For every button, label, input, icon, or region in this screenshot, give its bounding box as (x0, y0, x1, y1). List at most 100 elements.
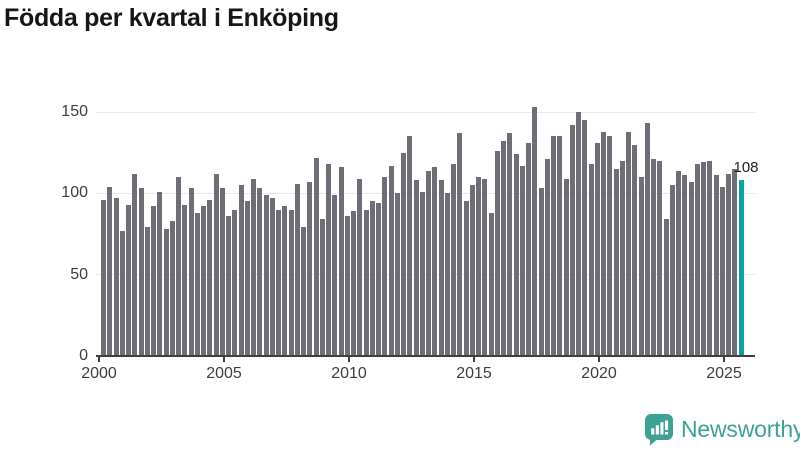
bar (594, 142, 600, 356)
x-axis-label-2000: 2000 (81, 365, 117, 382)
bar (607, 136, 613, 356)
bar (394, 193, 400, 356)
bar (419, 191, 425, 356)
bar (232, 209, 238, 356)
x-tick-2005 (223, 357, 225, 362)
bar (663, 219, 669, 356)
bar (669, 185, 675, 356)
x-axis-label-2020: 2020 (581, 365, 617, 382)
bar (363, 209, 369, 356)
bar (288, 209, 294, 356)
bar (694, 164, 700, 356)
bar (319, 219, 325, 356)
bar (132, 173, 138, 356)
bar (651, 159, 656, 356)
y-axis-label-100: 100 (61, 184, 88, 202)
bar (382, 177, 388, 356)
bar (676, 170, 681, 356)
bar (426, 170, 431, 356)
y-axis-label-150: 150 (61, 103, 88, 120)
x-axis-label-2025: 2025 (706, 365, 742, 382)
bar (251, 178, 256, 356)
bar (107, 186, 113, 356)
bar (519, 165, 525, 356)
y-axis-label-50: 50 (70, 265, 88, 283)
bar (726, 173, 731, 356)
bar (619, 160, 625, 356)
bar (238, 185, 244, 356)
bar (638, 177, 644, 356)
bar (701, 162, 706, 356)
bar (432, 167, 438, 356)
bar (632, 144, 638, 356)
bar (688, 181, 694, 356)
bar (144, 227, 150, 356)
bar (213, 173, 219, 356)
bar (257, 188, 263, 356)
bar (507, 133, 513, 356)
x-axis-label-2010: 2010 (331, 365, 367, 382)
bar (569, 125, 575, 356)
bar (176, 177, 181, 356)
bar (344, 216, 350, 356)
chart-title: Födda per kvartal i Enköping (4, 4, 339, 32)
x-tick-2020 (598, 357, 600, 362)
bar (138, 188, 144, 356)
bar (376, 203, 381, 356)
gridline-50 (96, 274, 755, 276)
bar (557, 136, 563, 356)
bar (244, 201, 250, 356)
newsworthy-bubble-icon (645, 414, 673, 446)
bar (457, 133, 463, 356)
bar (307, 181, 313, 356)
bar (563, 178, 569, 356)
bar (582, 120, 588, 356)
bar (488, 212, 494, 356)
x-axis-label-2005: 2005 (206, 365, 242, 382)
bar (588, 164, 594, 356)
bar (188, 188, 194, 356)
bar (407, 136, 413, 356)
bar (444, 193, 450, 356)
bar (413, 180, 419, 356)
bar (388, 165, 394, 356)
bar (494, 151, 500, 356)
bar (301, 227, 306, 356)
bar (576, 112, 581, 356)
bar (544, 159, 550, 356)
bar (713, 175, 719, 356)
gridline-150 (96, 111, 755, 113)
bar (113, 198, 119, 356)
bar (657, 160, 663, 356)
last-value-label: 108 (733, 159, 759, 177)
bar (163, 229, 169, 356)
bar (101, 199, 106, 356)
newsworthy-logo[interactable]: Newsworthy (644, 413, 800, 446)
bar (463, 201, 469, 356)
bar (526, 142, 531, 356)
bar (401, 152, 406, 356)
bar (294, 183, 300, 356)
bar (626, 131, 631, 356)
bar (169, 220, 175, 356)
x-tick-2015 (473, 357, 475, 362)
bar (438, 180, 444, 356)
bar (682, 175, 688, 356)
bar (369, 201, 375, 356)
y-axis-label-0: 0 (79, 347, 88, 364)
bar (469, 185, 475, 356)
x-tick-2000 (98, 357, 100, 362)
bar (707, 160, 713, 356)
bar (263, 194, 269, 356)
bar (201, 206, 206, 356)
highlight-bar-2025-Q3 (738, 180, 744, 356)
bar (613, 168, 619, 356)
bar (644, 123, 650, 356)
bar (226, 216, 231, 356)
bar (338, 167, 344, 356)
bar (282, 206, 288, 356)
bar (126, 204, 131, 356)
bar (351, 211, 356, 356)
bar (732, 168, 738, 356)
